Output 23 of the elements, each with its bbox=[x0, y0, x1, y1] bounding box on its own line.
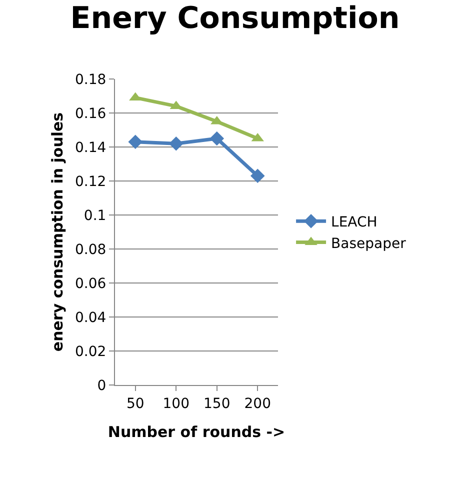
y-tick-label: 0.14 bbox=[75, 140, 106, 156]
y-tick-label: 0.06 bbox=[75, 276, 106, 292]
x-tick-label: 50 bbox=[126, 396, 144, 412]
point bbox=[210, 131, 224, 146]
x-tick-label: 150 bbox=[204, 396, 230, 412]
y-tick-label: 0.08 bbox=[75, 242, 106, 258]
legend-label: Basepaper bbox=[331, 236, 406, 252]
y-tick-label: 0.02 bbox=[75, 344, 106, 360]
y-tick-label: 0.16 bbox=[75, 106, 106, 122]
x-tick-label: 100 bbox=[162, 396, 190, 412]
y-tick-label: 0.04 bbox=[75, 310, 106, 326]
y-tick-label: 0.18 bbox=[75, 72, 106, 88]
point bbox=[250, 168, 265, 184]
x-axis-title: Number of rounds -> bbox=[108, 422, 286, 441]
y-axis-title: enery consumption in joules bbox=[48, 112, 66, 352]
chart-title: Enery Consumption bbox=[70, 1, 400, 36]
point bbox=[168, 136, 184, 151]
x-tick-label: 200 bbox=[244, 396, 271, 412]
y-tick-label: 0.1 bbox=[84, 208, 106, 224]
y-tick-label: 0 bbox=[97, 378, 106, 394]
point bbox=[128, 134, 143, 150]
legend-label: LEACH bbox=[331, 214, 378, 231]
y-tick-label: 0.12 bbox=[75, 174, 106, 190]
